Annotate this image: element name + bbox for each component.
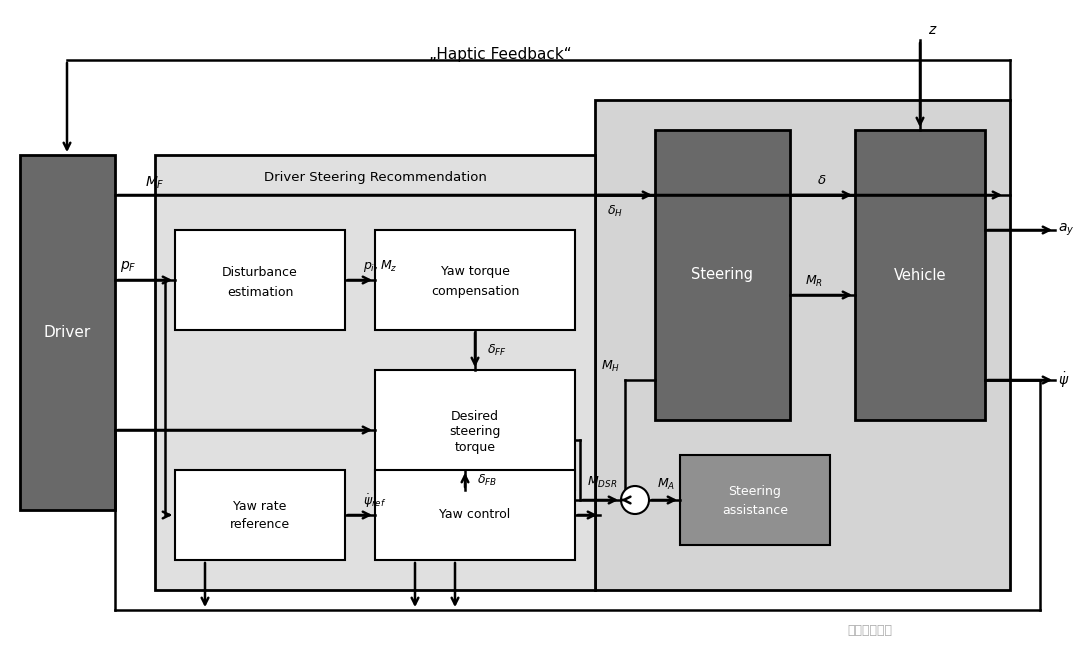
Text: Yaw rate: Yaw rate xyxy=(233,500,286,514)
Text: Steering: Steering xyxy=(729,485,782,498)
Text: 焉知自动驾驶: 焉知自动驾驶 xyxy=(848,623,892,637)
Bar xyxy=(175,230,345,330)
Text: $M_F$: $M_F$ xyxy=(145,175,164,191)
Bar xyxy=(680,455,831,545)
Text: reference: reference xyxy=(230,518,291,531)
Text: Driver: Driver xyxy=(44,325,91,340)
Text: $\delta_H$: $\delta_H$ xyxy=(607,204,623,219)
Text: $z$: $z$ xyxy=(928,23,937,37)
Text: $\delta$: $\delta$ xyxy=(818,175,827,188)
Text: compensation: compensation xyxy=(431,286,519,299)
Text: Driver Steering Recommendation: Driver Steering Recommendation xyxy=(264,171,486,184)
Circle shape xyxy=(621,486,649,514)
Text: assistance: assistance xyxy=(723,504,788,516)
Text: $\dot{\psi}$: $\dot{\psi}$ xyxy=(1058,370,1069,390)
Text: Yaw control: Yaw control xyxy=(440,508,511,522)
Bar xyxy=(156,155,595,590)
Bar xyxy=(21,155,114,510)
Bar xyxy=(175,470,345,560)
Text: $\dot{\psi}_{ref}$: $\dot{\psi}_{ref}$ xyxy=(363,492,387,510)
Bar xyxy=(375,470,575,560)
Text: Disturbance: Disturbance xyxy=(222,266,298,278)
Text: $M_H$: $M_H$ xyxy=(600,358,620,373)
Text: $\delta_{FF}$: $\delta_{FF}$ xyxy=(487,342,507,358)
Text: $\delta_{FB}$: $\delta_{FB}$ xyxy=(477,473,497,488)
Bar xyxy=(595,100,1010,590)
Text: steering: steering xyxy=(449,426,501,438)
Text: Yaw torque: Yaw torque xyxy=(441,266,510,278)
Text: $M_{DSR}$: $M_{DSR}$ xyxy=(588,475,618,490)
Text: estimation: estimation xyxy=(227,286,293,299)
Text: $M_A$: $M_A$ xyxy=(657,477,675,492)
Text: torque: torque xyxy=(455,442,496,455)
Text: Vehicle: Vehicle xyxy=(894,268,946,282)
Text: $M_R$: $M_R$ xyxy=(805,274,823,289)
Text: Steering: Steering xyxy=(691,268,754,282)
Text: Desired: Desired xyxy=(451,410,499,422)
Bar xyxy=(855,130,985,420)
Text: $p_F$: $p_F$ xyxy=(120,258,136,274)
Text: $a_y$: $a_y$ xyxy=(1058,222,1075,238)
Bar xyxy=(375,370,575,490)
Bar xyxy=(654,130,789,420)
Text: $p_i, M_z$: $p_i, M_z$ xyxy=(363,258,397,274)
Bar xyxy=(375,230,575,330)
Text: „Haptic Feedback“: „Haptic Feedback“ xyxy=(429,48,571,63)
